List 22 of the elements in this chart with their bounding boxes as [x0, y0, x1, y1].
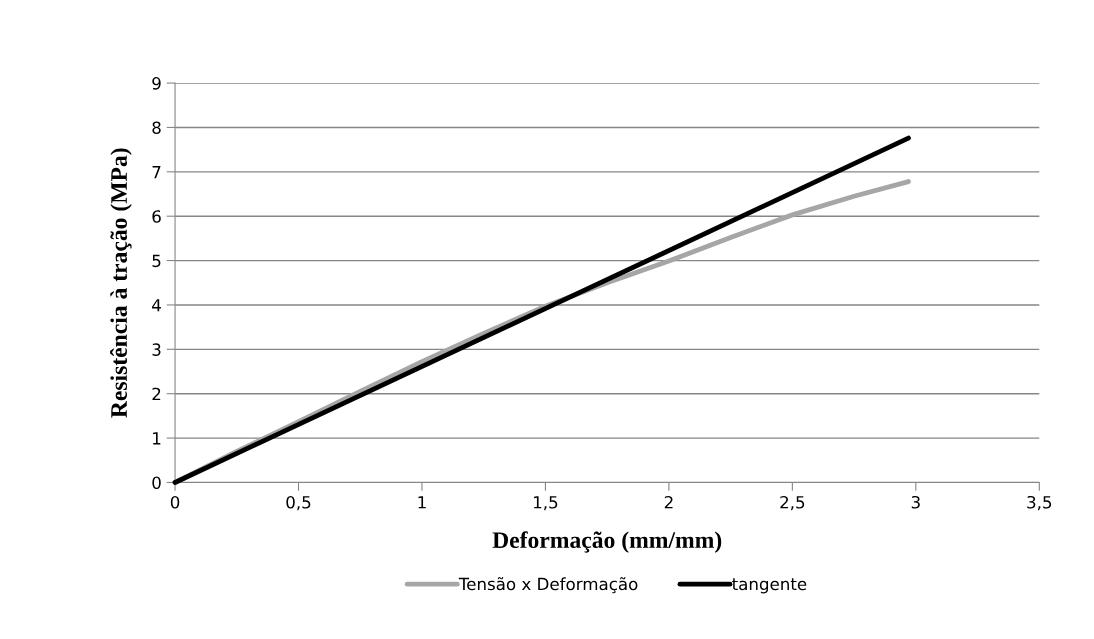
x-tick-label: 2 — [664, 495, 673, 509]
y-axis-title: Resistência à tração (MPa) — [110, 148, 132, 418]
x-tick-label: 0 — [170, 495, 180, 509]
x-tick-label: 2,5 — [780, 495, 805, 511]
legend-label: Tensão x Deformação — [458, 577, 638, 594]
y-tick-label: 0 — [152, 476, 161, 490]
y-tick-label: 7 — [152, 166, 161, 179]
y-tick-label: 1 — [153, 432, 161, 445]
y-tick-label: 2 — [152, 387, 161, 401]
y-tick-label: 6 — [152, 210, 161, 223]
x-tick-label: 0,5 — [286, 495, 311, 511]
x-axis-title: Deformação (mm/mm) — [492, 531, 722, 553]
x-tick-label: 3,5 — [1027, 495, 1052, 511]
x-tick-label: 3 — [911, 495, 920, 509]
y-tick-label: 9 — [152, 77, 161, 90]
legend-label: tangente — [732, 578, 807, 594]
x-tick-label: 1 — [418, 496, 426, 509]
y-tick-label: 8 — [152, 121, 161, 135]
y-tick-label: 5 — [152, 254, 161, 268]
x-tick-label: 1,5 — [534, 496, 558, 511]
y-tick-label: 3 — [152, 343, 161, 356]
y-tick-label: 4 — [152, 299, 161, 312]
